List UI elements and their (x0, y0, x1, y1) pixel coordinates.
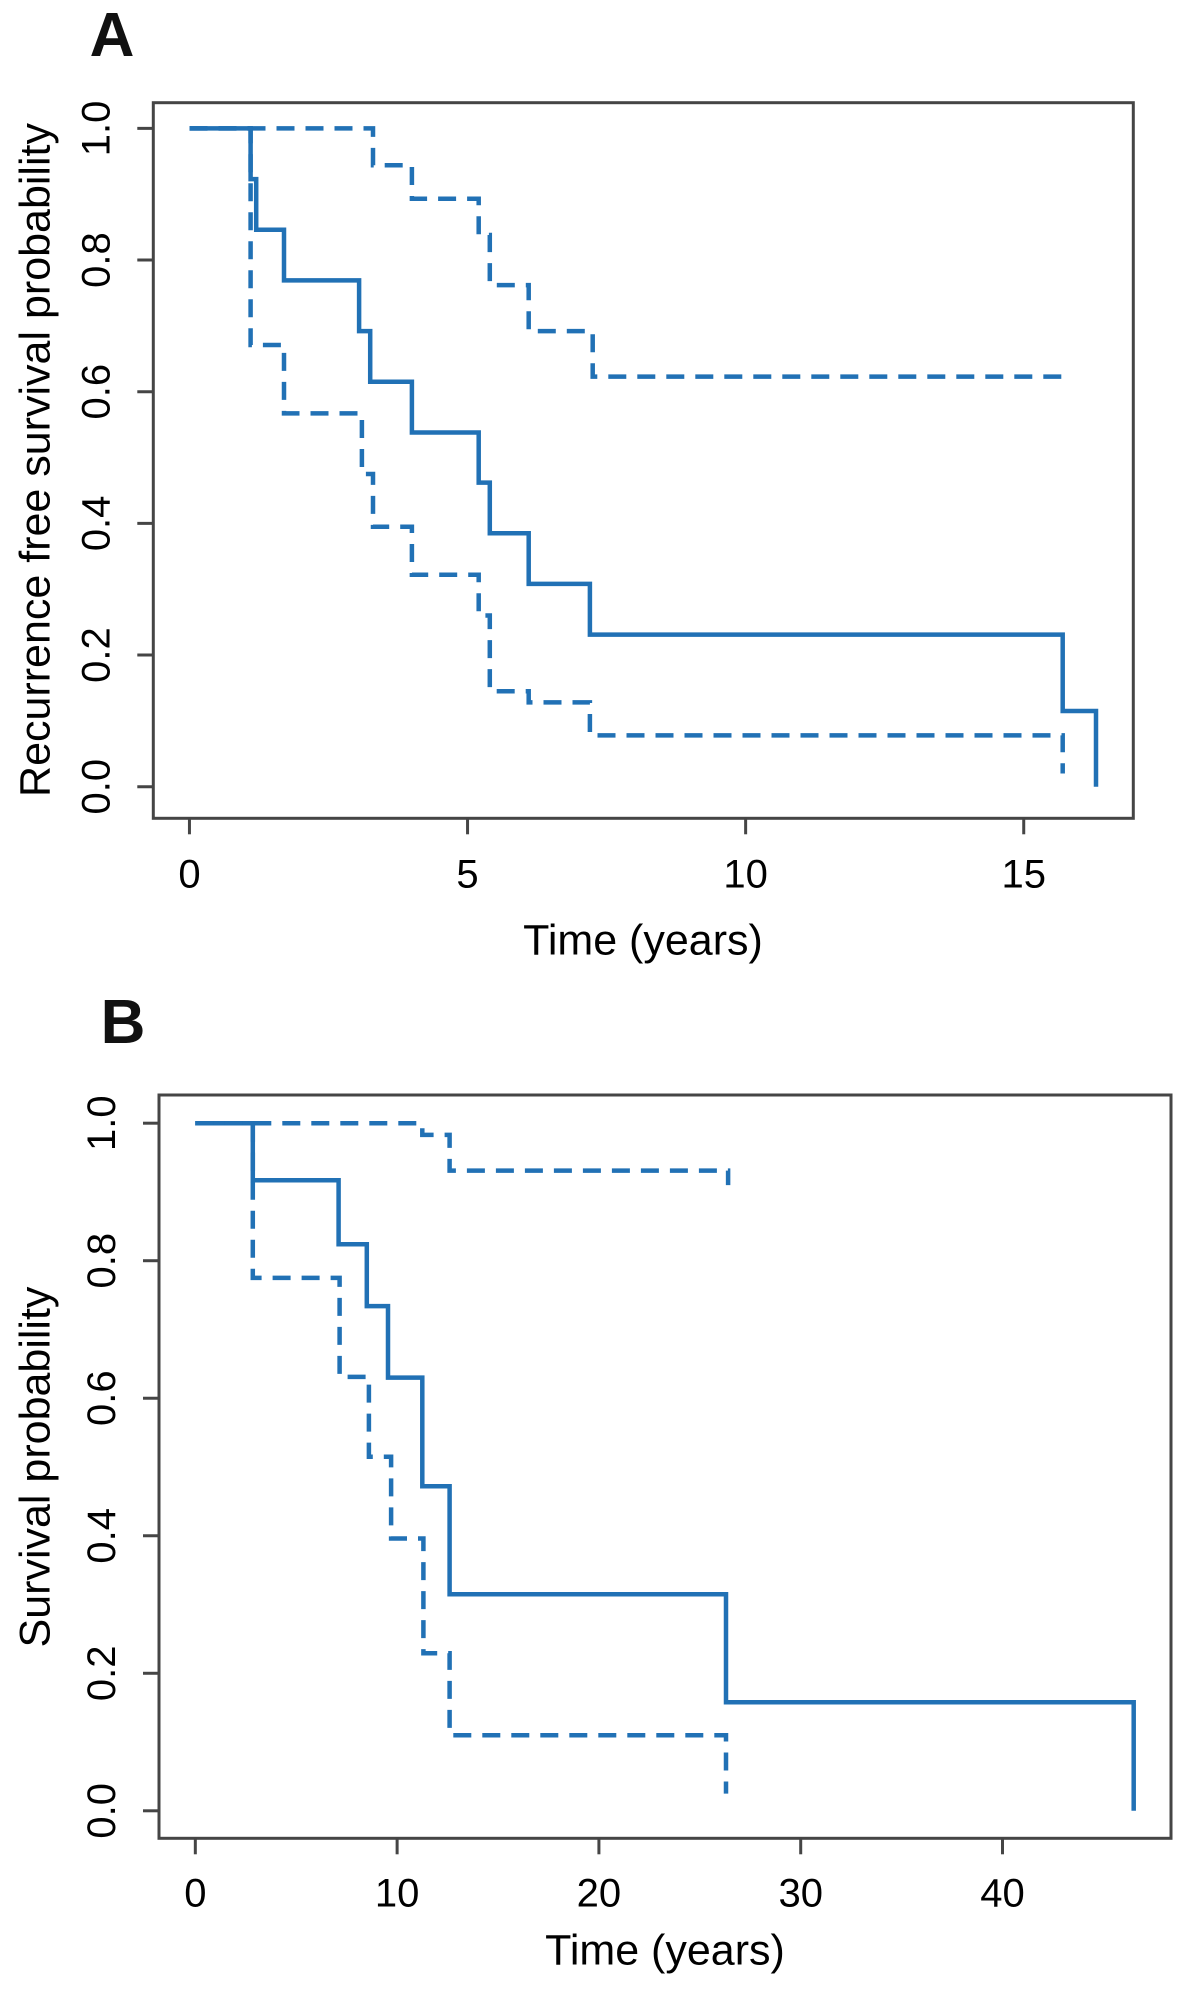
panel-b-x-tick-label: 40 (980, 1871, 1025, 1915)
panel-a-x-tick-label: 5 (456, 852, 478, 896)
panel-a-x-tick-label: 10 (723, 852, 768, 896)
panel-a-x-tick-label: 0 (178, 852, 200, 896)
panel-b-y-tick-label: 0.4 (80, 1508, 124, 1564)
panel-a-y-tick-label: 1.0 (74, 101, 118, 157)
panel-a-x-axis-title: Time (years) (523, 916, 763, 965)
panel-b-x-tick-label: 30 (778, 1871, 823, 1915)
panel-b-x-tick-label: 0 (184, 1871, 206, 1915)
panel-b-y-axis-title: Survival probability (11, 1286, 60, 1648)
panel-b-ci-lower-curve (195, 1120, 729, 1794)
panel-b-x-axis-title: Time (years) (545, 1926, 785, 1975)
panel-b-y-tick-label: 0.0 (80, 1783, 124, 1839)
panel-b-x-tick-label: 20 (577, 1871, 622, 1915)
panel-b-letter: B (100, 988, 146, 1057)
panel-b-y-tick-label: 0.6 (80, 1370, 124, 1426)
panel-b-ci-upper-curve (195, 1120, 731, 1186)
panel-b-x-tick-label: 10 (375, 1871, 420, 1915)
panel-a-y-tick-label: 0.4 (74, 496, 118, 552)
panel-a-letter: A (89, 1, 135, 70)
panel-a-y-tick-label: 0.0 (74, 759, 118, 815)
panel-b-estimate-curve (195, 1120, 1136, 1811)
panel-a-ci-lower-curve (189, 126, 1065, 774)
panel-a-y-axis-title: Recurrence free survival probability (11, 123, 60, 797)
panel-b-plot-box (157, 1093, 1173, 1840)
panel-a-ci-upper-curve (189, 126, 1065, 379)
panel-a-y-tick-label: 0.2 (74, 627, 118, 683)
panel-b-y-tick-label: 0.8 (80, 1233, 124, 1289)
panel-b-y-tick-label: 1.0 (80, 1095, 124, 1151)
panel-a-estimate-curve (189, 126, 1099, 787)
panel-a-y-tick-label: 0.6 (74, 364, 118, 420)
panel-a-plot-box (151, 101, 1135, 820)
panel-a-x-tick-label: 15 (1001, 852, 1046, 896)
panel-b-y-tick-label: 0.2 (80, 1645, 124, 1701)
panel-a-y-tick-label: 0.8 (74, 232, 118, 288)
